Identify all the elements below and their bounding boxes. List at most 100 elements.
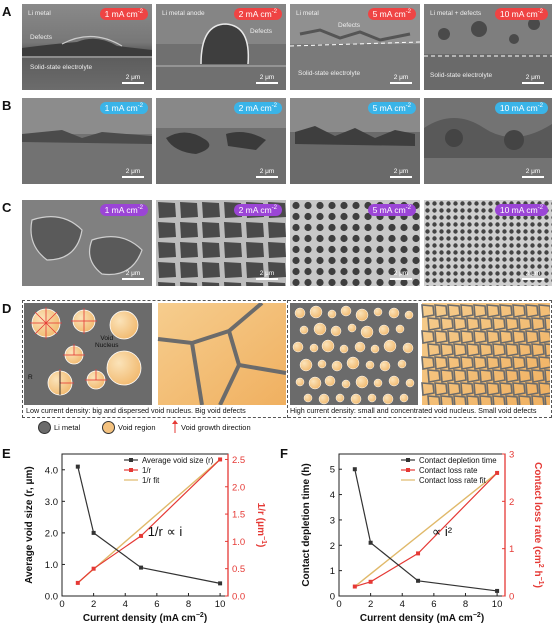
y-left-tick-label: 2.0 [45,528,58,539]
y-left-axis-label: Average void size (r, μm) [24,466,35,583]
legend-label: Contact loss rate [419,466,478,475]
legend-marker [129,468,133,472]
schematic-divider [287,300,288,418]
series-point [416,578,421,583]
x-tick-label: 0 [59,599,64,610]
series-fit-line [77,458,221,584]
legend-label: Contact depletion time [419,456,497,465]
large-void-boundaries [157,303,287,405]
label-li-metal-anode: Li metal anode [162,10,205,17]
panel-letter-e: E [2,446,11,461]
x-tick-label: 2 [91,599,96,610]
legend-label: 1/r fit [142,476,160,485]
current-badge: 5 mA cm-2 [367,102,416,114]
legend-growth-label: Void growth direction [181,423,251,432]
current-badge: 2 mA cm-2 [233,8,282,20]
void-nuclei-small [292,305,415,405]
legend-void-swatch [102,421,115,434]
small-void-boundaries [421,304,550,405]
x-tick-label: 6 [154,599,159,610]
label-defects: Defects [250,28,273,35]
sem-image-a1: 1 mA cm-2 Li metal Defects Solid-state e… [22,4,152,90]
series-point [91,566,96,571]
y-left-tick-label: 4.0 [45,465,58,476]
scale-bar: 2 μm [390,74,412,84]
x-tick-label: 10 [492,599,503,610]
y-right-axis-label: Contact loss rate (cm2 h−1) [532,462,544,588]
scale-bar: 2 μm [256,74,278,84]
y-left-tick-label: 3 [330,515,335,526]
label-defects: Defects [338,22,361,29]
series-point [139,533,144,538]
current-badge: 2 mA cm-2 [233,204,282,216]
x-tick-label: 8 [186,599,191,610]
panel-letter-c: C [2,200,12,215]
scale-bar: 2 μm [390,168,412,178]
y-right-tick-label: 1.0 [232,537,245,548]
current-badge: 10 mA cm-2 [494,8,548,20]
y-right-axis-label: 1/r (μm−1) [255,503,267,548]
sem-image-a4: 10 mA cm-2 Li metal + defects Solid-stat… [424,4,552,90]
legend-label: 1/r [142,466,152,475]
scale-bar: 2 μm [122,270,144,280]
y-right-tick-label: 0.0 [232,592,245,603]
sem-image-b1: 1 mA cm-2 2 μm [22,98,152,184]
series-fit-line [354,472,498,588]
proportionality-annotation: ∝ i² [432,524,453,539]
y-left-tick-label: 5 [330,465,335,476]
chart-e: 0 2 4 6 8 10 0.0 1.0 2.0 3.0 4.0 0.0 0.5 1.0 1.5 2.0 2.5… [24,453,267,624]
y-right-tick-label: 0.5 [232,564,245,575]
series-line [77,459,221,584]
label-sse: Solid-state electrolyte [430,72,493,79]
legend-metal-swatch [38,421,51,434]
series-point [218,581,223,586]
scale-bar: 2 μm [122,168,144,178]
legend-void-label: Void region [118,423,156,432]
scale-bar: 2 μm [122,74,144,84]
y-left-tick-label: 3.0 [45,497,58,508]
y-right-tick-label: 1.5 [232,510,245,521]
x-tick-label: 4 [123,599,128,610]
series-point [368,579,373,584]
series-line [354,472,498,588]
y-left-axis-label: Contact depletion time (h) [301,463,312,586]
y-left-tick-label: 1.0 [45,560,58,571]
y-left-tick-label: 0 [330,592,335,603]
panel-letter-d: D [2,301,12,316]
series-point [368,540,373,545]
current-badge: 1 mA cm-2 [99,102,148,114]
panel-letter-b: B [2,98,12,113]
x-tick-label: 8 [463,599,468,610]
y-left-tick-label: 4 [330,490,335,501]
sem-image-c2: 2 mA cm-2 2 μm [156,200,286,286]
series-point [352,584,357,589]
sem-image-a3: 5 mA cm-2 Li metal Defects Solid-state e… [290,4,420,90]
current-badge: 10 mA cm-2 [494,204,548,216]
legend-metal-label: Li metal [54,423,81,432]
current-badge: 5 mA cm-2 [367,204,416,216]
y-right-tick-label: 1 [509,544,514,555]
series-point [495,470,500,475]
label-defects: Defects [30,34,53,41]
legend-marker [406,468,410,472]
current-badge: 5 mA cm-2 [367,8,416,20]
current-badge: 1 mA cm-2 [99,204,148,216]
scale-bar: 2 μm [256,270,278,280]
series-point [139,565,144,570]
legend-marker [406,458,410,462]
y-right-tick-label: 2.0 [232,482,245,493]
current-badge: 2 mA cm-2 [233,102,282,114]
x-axis-label: Current density (mA cm−2) [83,612,207,624]
series-line [354,469,498,592]
label-sse: Solid-state electrolyte [298,70,361,77]
sem-image-c4: 10 mA cm-2 2 μm [424,200,552,286]
y-right-tick-label: 2 [509,497,514,508]
y-left-tick-label: 1 [330,566,335,577]
growth-arrow-icon [172,420,178,433]
scale-bar: 2 μm [390,270,412,280]
y-left-tick-label: 0.0 [45,592,58,603]
sem-image-b4: 10 mA cm-2 2 μm [424,98,552,184]
x-tick-label: 10 [215,599,226,610]
void-nucleus-label: Void Nucleus [95,335,119,349]
sem-image-b3: 5 mA cm-2 2 μm [290,98,420,184]
